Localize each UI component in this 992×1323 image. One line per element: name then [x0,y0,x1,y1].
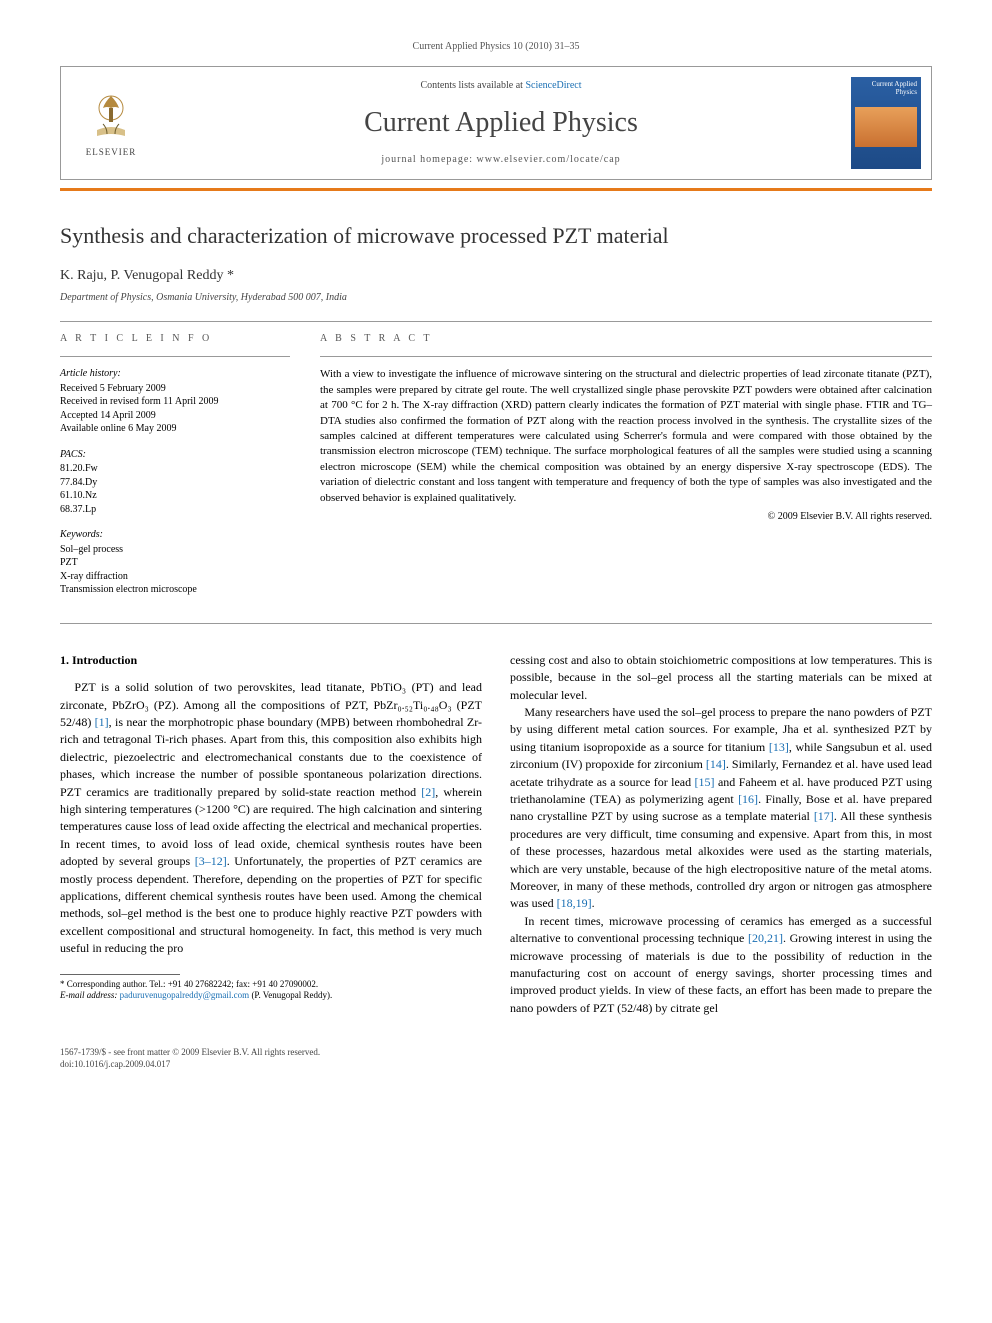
pacs-code: 77.84.Dy [60,476,290,490]
keyword: PZT [60,556,290,570]
ref-link[interactable]: [13] [769,740,789,754]
text-span: . Unfortunately, the properties of PZT c… [60,854,482,955]
footer-line: 1567-1739/$ - see front matter © 2009 El… [60,1047,932,1059]
footnote-line: * Corresponding author. Tel.: +91 40 276… [60,979,482,991]
pacs-code: 81.20.Fw [60,462,290,476]
paragraph: cessing cost and also to obtain stoichio… [510,652,932,704]
copyright: © 2009 Elsevier B.V. All rights reserved… [320,510,932,524]
homepage-url: www.elsevier.com/locate/cap [477,154,621,165]
text-span: cessing cost and also to obtain stoichio… [510,653,932,702]
running-header: Current Applied Physics 10 (2010) 31–35 [60,40,932,54]
email-link[interactable]: paduruvenugopalreddy@gmail.com [120,990,250,1000]
keyword: Sol–gel process [60,543,290,557]
divider [60,321,932,322]
keywords-block: Keywords: Sol–gel process PZT X-ray diff… [60,528,290,597]
journal-cover-thumb: Current Applied Physics [851,77,921,169]
keywords-heading: Keywords: [60,528,290,542]
pacs-code: 61.10.Nz [60,489,290,503]
ref-link[interactable]: [16] [738,792,758,806]
divider [320,356,932,357]
ref-link[interactable]: [18,19] [557,896,592,910]
pacs-heading: PACS: [60,448,290,462]
paragraph: PZT is a solid solution of two perovskit… [60,679,482,957]
ref-link[interactable]: [14] [706,757,726,771]
history-line: Accepted 14 April 2009 [60,409,290,423]
footnote-line: E-mail address: paduruvenugopalreddy@gma… [60,990,482,1002]
affiliation: Department of Physics, Osmania Universit… [60,291,932,305]
abstract-column: A B S T R A C T With a view to investiga… [320,332,932,609]
elsevier-tree-icon [71,88,151,144]
abstract-label: A B S T R A C T [320,332,932,346]
journal-name: Current Applied Physics [151,103,851,142]
abstract-text: With a view to investigate the influence… [320,367,932,506]
publisher-name: ELSEVIER [71,146,151,159]
keyword: X-ray diffraction [60,570,290,584]
contents-line: Contents lists available at ScienceDirec… [151,79,851,93]
divider [60,356,290,357]
ref-link[interactable]: [15] [695,775,715,789]
ref-link[interactable]: [3–12] [195,854,227,868]
keyword: Transmission electron microscope [60,583,290,597]
history-line: Available online 6 May 2009 [60,422,290,436]
sciencedirect-link[interactable]: ScienceDirect [525,80,581,91]
pacs-code: 68.37.Lp [60,503,290,517]
homepage-line: journal homepage: www.elsevier.com/locat… [151,153,851,167]
paragraph: Many researchers have used the sol–gel p… [510,704,932,913]
cover-band [855,107,917,147]
article-info-column: A R T I C L E I N F O Article history: R… [60,332,290,609]
history-line: Received in revised form 11 April 2009 [60,395,290,409]
article-title: Synthesis and characterization of microw… [60,221,932,252]
text-span: , is near the morphotropic phase boundar… [60,715,482,799]
divider [60,623,932,624]
ref-link[interactable]: [2] [421,785,435,799]
corresponding-author-footnote: * Corresponding author. Tel.: +91 40 276… [60,979,482,1002]
authors: K. Raju, P. Venugopal Reddy * [60,266,932,286]
masthead: ELSEVIER Contents lists available at Sci… [60,66,932,180]
doi-line: doi:10.1016/j.cap.2009.04.017 [60,1059,932,1071]
ref-link[interactable]: [17] [814,809,834,823]
footnote-suffix: (P. Venugopal Reddy). [249,990,332,1000]
text-span: . [592,896,595,910]
cover-title: Current Applied Physics [851,81,917,96]
homepage-prefix: journal homepage: [381,154,476,165]
publisher-logo-block: ELSEVIER [71,88,151,159]
article-history: Article history: Received 5 February 200… [60,367,290,436]
paragraph: In recent times, microwave processing of… [510,913,932,1017]
page-footer: 1567-1739/$ - see front matter © 2009 El… [60,1047,932,1070]
footnote-separator [60,974,180,975]
body-text: 1. Introduction PZT is a solid solution … [60,652,932,1017]
orange-rule [60,188,932,191]
history-heading: Article history: [60,367,290,381]
ref-link[interactable]: [20,21] [748,931,783,945]
section-heading: 1. Introduction [60,652,482,669]
contents-prefix: Contents lists available at [420,80,525,91]
article-info-label: A R T I C L E I N F O [60,332,290,346]
history-line: Received 5 February 2009 [60,382,290,396]
pacs-block: PACS: 81.20.Fw 77.84.Dy 61.10.Nz 68.37.L… [60,448,290,517]
ref-link[interactable]: [1] [95,715,109,729]
email-label: E-mail address: [60,990,120,1000]
